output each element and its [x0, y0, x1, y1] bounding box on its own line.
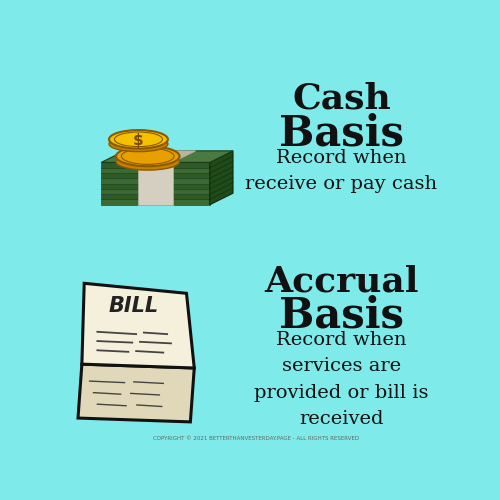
Ellipse shape	[116, 146, 180, 167]
Polygon shape	[101, 194, 210, 200]
Polygon shape	[101, 178, 210, 184]
Polygon shape	[210, 151, 233, 205]
Ellipse shape	[116, 153, 180, 170]
Ellipse shape	[122, 148, 174, 164]
Polygon shape	[101, 151, 233, 162]
Text: COPYRIGHT © 2021 BETTERTHANVESTERDAY.PAGE - ALL RIGHTS RESERVED: COPYRIGHT © 2021 BETTERTHANVESTERDAY.PAG…	[153, 436, 360, 441]
Polygon shape	[101, 184, 210, 189]
Polygon shape	[101, 200, 210, 205]
Ellipse shape	[109, 130, 168, 148]
Ellipse shape	[114, 132, 162, 146]
Polygon shape	[138, 151, 196, 162]
Text: Record when
services are
provided or bill is
received: Record when services are provided or bil…	[254, 331, 429, 428]
Polygon shape	[78, 364, 194, 422]
Polygon shape	[82, 284, 194, 368]
Text: BILL: BILL	[108, 296, 159, 316]
Text: $: $	[133, 132, 144, 148]
Text: Cash: Cash	[292, 82, 391, 116]
Text: Record when
receive or pay cash: Record when receive or pay cash	[246, 148, 438, 193]
Polygon shape	[101, 189, 210, 194]
Text: Basis: Basis	[279, 112, 404, 154]
Bar	[138, 162, 172, 205]
Text: Basis: Basis	[279, 295, 404, 337]
Polygon shape	[101, 168, 210, 173]
Ellipse shape	[109, 136, 168, 152]
Polygon shape	[101, 173, 210, 178]
Polygon shape	[101, 162, 210, 168]
Text: Accrual: Accrual	[264, 264, 419, 298]
